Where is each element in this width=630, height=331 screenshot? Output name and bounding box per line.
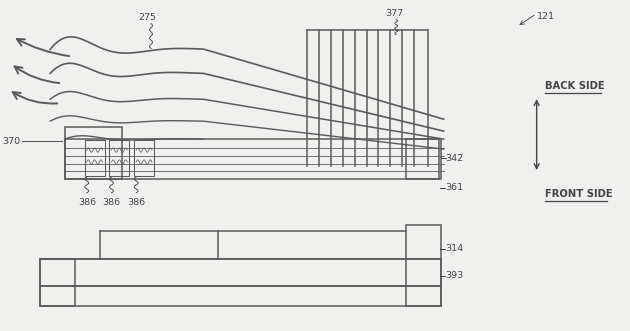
Text: 370: 370 [3, 137, 21, 146]
Text: 393: 393 [445, 271, 464, 280]
Bar [40, 287, 441, 307]
Text: 361: 361 [445, 183, 464, 192]
Bar [406, 139, 441, 179]
Text: 377: 377 [385, 9, 403, 18]
Bar [65, 127, 122, 179]
Text: 275: 275 [138, 13, 156, 22]
Text: BACK SIDE: BACK SIDE [544, 81, 604, 91]
Text: 386: 386 [78, 198, 96, 207]
Text: 121: 121 [537, 12, 554, 21]
Bar [40, 259, 441, 287]
Text: 386: 386 [127, 198, 146, 207]
Text: FRONT SIDE: FRONT SIDE [544, 189, 612, 199]
Bar [65, 139, 438, 179]
Bar [85, 140, 105, 176]
Bar [134, 140, 154, 176]
Text: 386: 386 [103, 198, 121, 207]
Text: 342: 342 [445, 154, 464, 163]
Bar [110, 140, 129, 176]
Bar [40, 259, 75, 307]
Bar [406, 225, 441, 307]
Text: 314: 314 [445, 244, 464, 253]
